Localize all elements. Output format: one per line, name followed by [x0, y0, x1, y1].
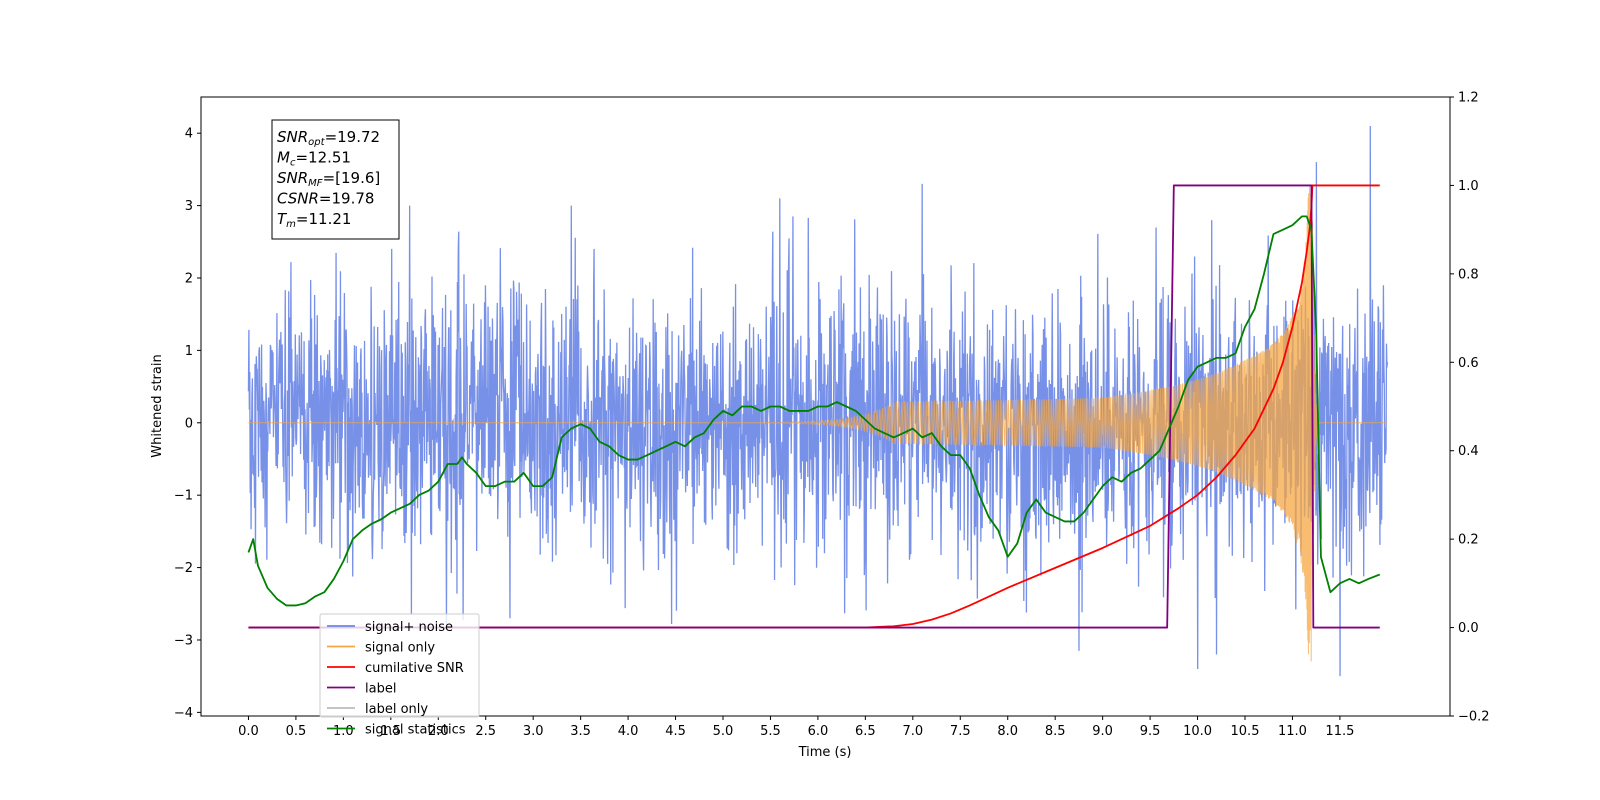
x-tick-label: 5.0	[713, 724, 734, 739]
x-tick-label: 1.0	[333, 724, 354, 739]
legend: signal+ noise signal only cumilative SNR la…	[319, 613, 480, 738]
x-tick-label: 11.0	[1278, 724, 1307, 739]
y-right-tick-label: 0.4	[1458, 444, 1479, 459]
y-tick-label: 2	[185, 271, 193, 286]
y-right-tick-label: 1.2	[1458, 91, 1479, 106]
x-tick-label: 8.5	[1045, 724, 1066, 739]
x-tick-label: 4.0	[618, 724, 639, 739]
legend-frame	[319, 613, 480, 718]
y-axis-ticks-left: −4 −3 −2 −1 0 1 2 3 4	[174, 127, 201, 721]
legend-label: signal+ noise	[365, 620, 453, 635]
series-line-signal-noise	[247, 125, 1389, 677]
annotation-line: SNRMF=[19.6]	[277, 169, 380, 189]
x-tick-label: 2.5	[475, 724, 496, 739]
x-axis-label: Time (s)	[798, 745, 852, 760]
legend-label: signal statistics	[365, 723, 466, 738]
x-tick-label: 6.5	[855, 724, 876, 739]
x-tick-label: 0.0	[238, 724, 259, 739]
y-tick-label: −3	[174, 633, 193, 648]
legend-label: cumilative SNR	[365, 661, 464, 676]
plot-area	[247, 125, 1389, 677]
y-right-tick-label: 0.0	[1458, 621, 1479, 636]
y-tick-label: 1	[185, 344, 193, 359]
x-tick-label: 4.5	[665, 724, 686, 739]
annotation-box: SNRopt=19.72Mc=12.51SNRMF=[19.6]CSNR=19.…	[271, 119, 400, 240]
x-tick-label: 5.5	[760, 724, 781, 739]
y-right-tick-label: 0.2	[1458, 533, 1479, 548]
series-line-cumilative-snr	[248, 184, 1380, 629]
x-tick-label: 8.0	[997, 724, 1018, 739]
x-tick-label: 10.0	[1183, 724, 1212, 739]
annotation-line: CSNR=19.78	[277, 190, 374, 208]
y-right-tick-label: −0.2	[1458, 710, 1490, 725]
y-axis-ticks-right: −0.2 0.0 0.2 0.4 0.6 0.8 1.0 1.2	[1450, 91, 1490, 725]
x-tick-label: 7.0	[902, 724, 923, 739]
x-axis-ticks: 0.0 0.5 1.0 1.5 2.0 2.5 3.0 3.5 4.0 4.5 5.0 5.5 6.0 6…	[238, 716, 1354, 739]
x-tick-label: 0.5	[286, 724, 307, 739]
y-axis-label: Whitened strain	[150, 354, 165, 457]
x-tick-label: 11.5	[1325, 724, 1354, 739]
y-right-tick-label: 0.8	[1458, 267, 1479, 282]
annotation-frame	[271, 119, 400, 240]
legend-label: signal only	[365, 641, 435, 656]
y-tick-label: −2	[174, 561, 193, 576]
y-right-tick-label: 0.6	[1458, 356, 1479, 371]
y-right-tick-label: 1.0	[1458, 179, 1479, 194]
y-tick-label: 4	[185, 127, 193, 142]
x-tick-label: 10.5	[1231, 724, 1260, 739]
annotation-line: SNRopt=19.72	[277, 128, 380, 148]
annotation-line: Tm=11.21	[277, 210, 351, 230]
x-tick-label: 6.0	[808, 724, 829, 739]
series-line-label	[248, 184, 1380, 629]
series-line-signal-statistics	[247, 215, 1381, 607]
x-tick-label: 3.0	[523, 724, 544, 739]
x-tick-label: 1.5	[380, 724, 401, 739]
x-tick-label: 7.5	[950, 724, 971, 739]
legend-label: label	[365, 682, 396, 697]
legend-label: label only	[365, 702, 428, 717]
x-tick-label: 3.5	[570, 724, 591, 739]
y-tick-label: −1	[174, 489, 193, 504]
x-tick-label: 9.5	[1140, 724, 1161, 739]
axes-frame	[200, 96, 1451, 717]
annotation-line: Mc=12.51	[277, 149, 351, 169]
x-tick-label: 9.0	[1092, 724, 1113, 739]
y-tick-label: 0	[185, 416, 193, 431]
series-line-signal-only	[248, 186, 1388, 662]
y-tick-label: 3	[185, 199, 193, 214]
y-tick-label: −4	[174, 706, 193, 721]
x-tick-label: 2.0	[428, 724, 449, 739]
